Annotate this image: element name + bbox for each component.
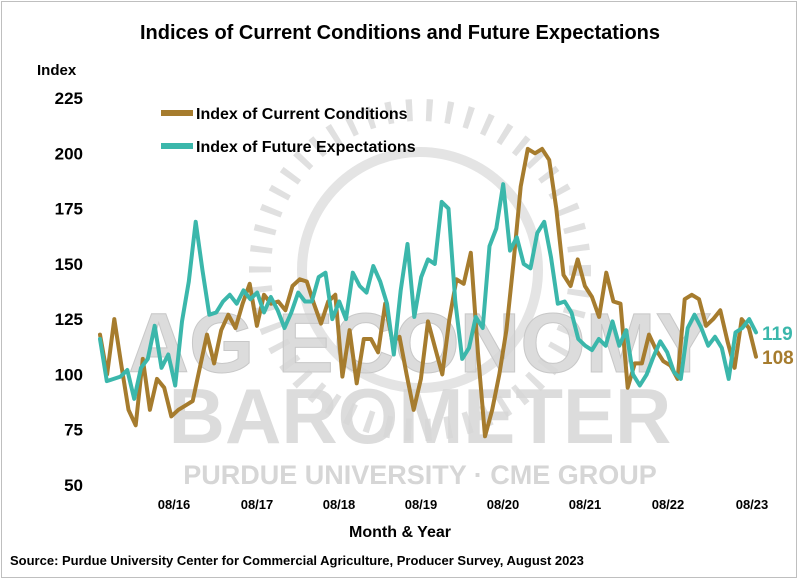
x-tick-label: 08/19 bbox=[405, 497, 438, 512]
y-tick-label: 50 bbox=[64, 476, 83, 495]
watermark: AG ECONOMY BAROMETER PURDUE UNIVERSITY ·… bbox=[128, 99, 712, 490]
y-tick-label: 150 bbox=[55, 255, 83, 274]
x-tick-label: 08/22 bbox=[652, 497, 685, 512]
y-tick-label: 200 bbox=[55, 144, 83, 163]
y-tick-label: 75 bbox=[64, 421, 83, 440]
y-tick-label: 175 bbox=[55, 200, 83, 219]
x-tick-label: 08/20 bbox=[487, 497, 520, 512]
series-line-current-conditions bbox=[98, 146, 758, 439]
y-tick-label: 125 bbox=[55, 310, 83, 329]
y-tick-label: 225 bbox=[55, 89, 83, 108]
legend-label: Index of Future Expectations bbox=[196, 139, 416, 156]
axes: 50 75 100 125 150 175 200 225 08/16 08/17 08/18 08/… bbox=[55, 89, 769, 512]
x-tick-label: 08/16 bbox=[158, 497, 191, 512]
series-end-label: 119 bbox=[762, 324, 793, 345]
series-line-future-expectations bbox=[98, 182, 758, 401]
x-tick-label: 08/23 bbox=[736, 497, 769, 512]
x-axis-label: Month & Year bbox=[349, 524, 451, 541]
legend: Index of Current Conditions Index of Futu… bbox=[161, 106, 416, 156]
source-note: Source: Purdue University Center for Com… bbox=[10, 553, 584, 568]
chart-title: Indices of Current Conditions and Future… bbox=[139, 22, 661, 44]
legend-label: Index of Current Conditions bbox=[196, 106, 408, 123]
watermark-line3: PURDUE UNIVERSITY · CME GROUP bbox=[183, 460, 657, 490]
y-axis-label: Index bbox=[37, 62, 77, 79]
x-tick-label: 08/18 bbox=[323, 497, 356, 512]
y-tick-label: 100 bbox=[55, 365, 83, 384]
x-tick-label: 08/17 bbox=[241, 497, 274, 512]
x-tick-label: 08/21 bbox=[569, 497, 602, 512]
series-end-label: 108 bbox=[762, 348, 794, 369]
